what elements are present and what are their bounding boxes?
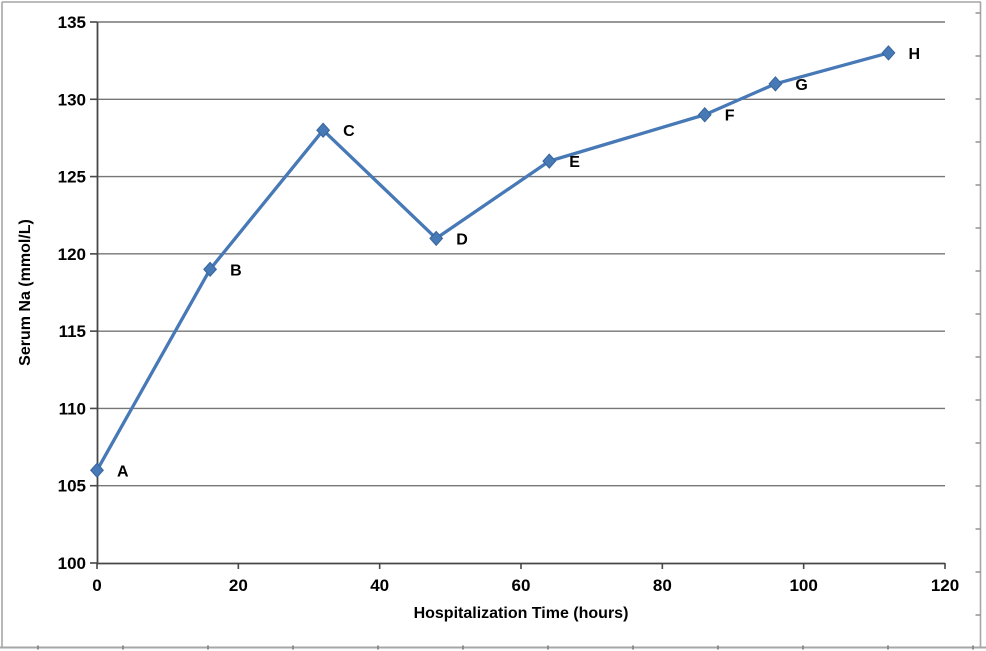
y-tick-label-135: 135 bbox=[58, 13, 86, 32]
gridlines bbox=[97, 21, 945, 487]
data-point-label-H: H bbox=[908, 46, 920, 63]
data-point-label-C: C bbox=[343, 123, 355, 140]
x-tick-labels: 0 20 40 60 80 100 120 bbox=[92, 576, 959, 595]
x-tick-label-100: 100 bbox=[789, 576, 817, 595]
data-point-marker-F bbox=[697, 106, 712, 123]
y-tick-label-120: 120 bbox=[58, 245, 86, 264]
data-point-marker-A bbox=[90, 462, 104, 479]
data-point-marker-D bbox=[429, 230, 444, 247]
y-tick-labels: 100 105 110 115 120 125 130 135 bbox=[58, 13, 86, 573]
data-point-markers bbox=[90, 45, 896, 479]
data-point-label-G: G bbox=[795, 77, 807, 94]
x-tick-label-60: 60 bbox=[512, 576, 531, 595]
data-point-label-E: E bbox=[569, 154, 580, 171]
y-tick-label-110: 110 bbox=[59, 399, 86, 418]
x-tick-label-40: 40 bbox=[370, 576, 389, 595]
figure-border-ticks bbox=[37, 12, 981, 650]
data-point-marker-B bbox=[203, 261, 218, 278]
data-point-label-A: A bbox=[117, 463, 129, 480]
data-point-marker-E bbox=[542, 153, 557, 169]
series-line-serum-na bbox=[95, 51, 891, 472]
data-point-label-D: D bbox=[456, 231, 468, 248]
x-axis-title: Hospitalization Time (hours) bbox=[414, 605, 629, 622]
y-tick-label-105: 105 bbox=[58, 477, 86, 496]
y-axis-title: Serum Na (mmol/L) bbox=[17, 219, 34, 366]
y-tick-label-100: 100 bbox=[58, 554, 86, 573]
data-point-labels: A B C D E F G H bbox=[117, 46, 920, 480]
data-point-label-F: F bbox=[725, 108, 735, 125]
x-tick-label-120: 120 bbox=[931, 576, 959, 595]
data-point-marker-C bbox=[316, 122, 331, 138]
data-point-label-B: B bbox=[230, 262, 242, 279]
x-tick-label-80: 80 bbox=[653, 576, 672, 595]
y-tick-label-130: 130 bbox=[58, 90, 86, 109]
x-tick-label-20: 20 bbox=[229, 576, 248, 595]
axis-ticks bbox=[90, 21, 946, 569]
y-tick-label-125: 125 bbox=[58, 168, 86, 187]
data-point-marker-G bbox=[768, 76, 783, 92]
y-tick-label-115: 115 bbox=[59, 322, 86, 341]
x-tick-label-0: 0 bbox=[92, 576, 101, 595]
data-point-marker-H bbox=[881, 45, 896, 61]
